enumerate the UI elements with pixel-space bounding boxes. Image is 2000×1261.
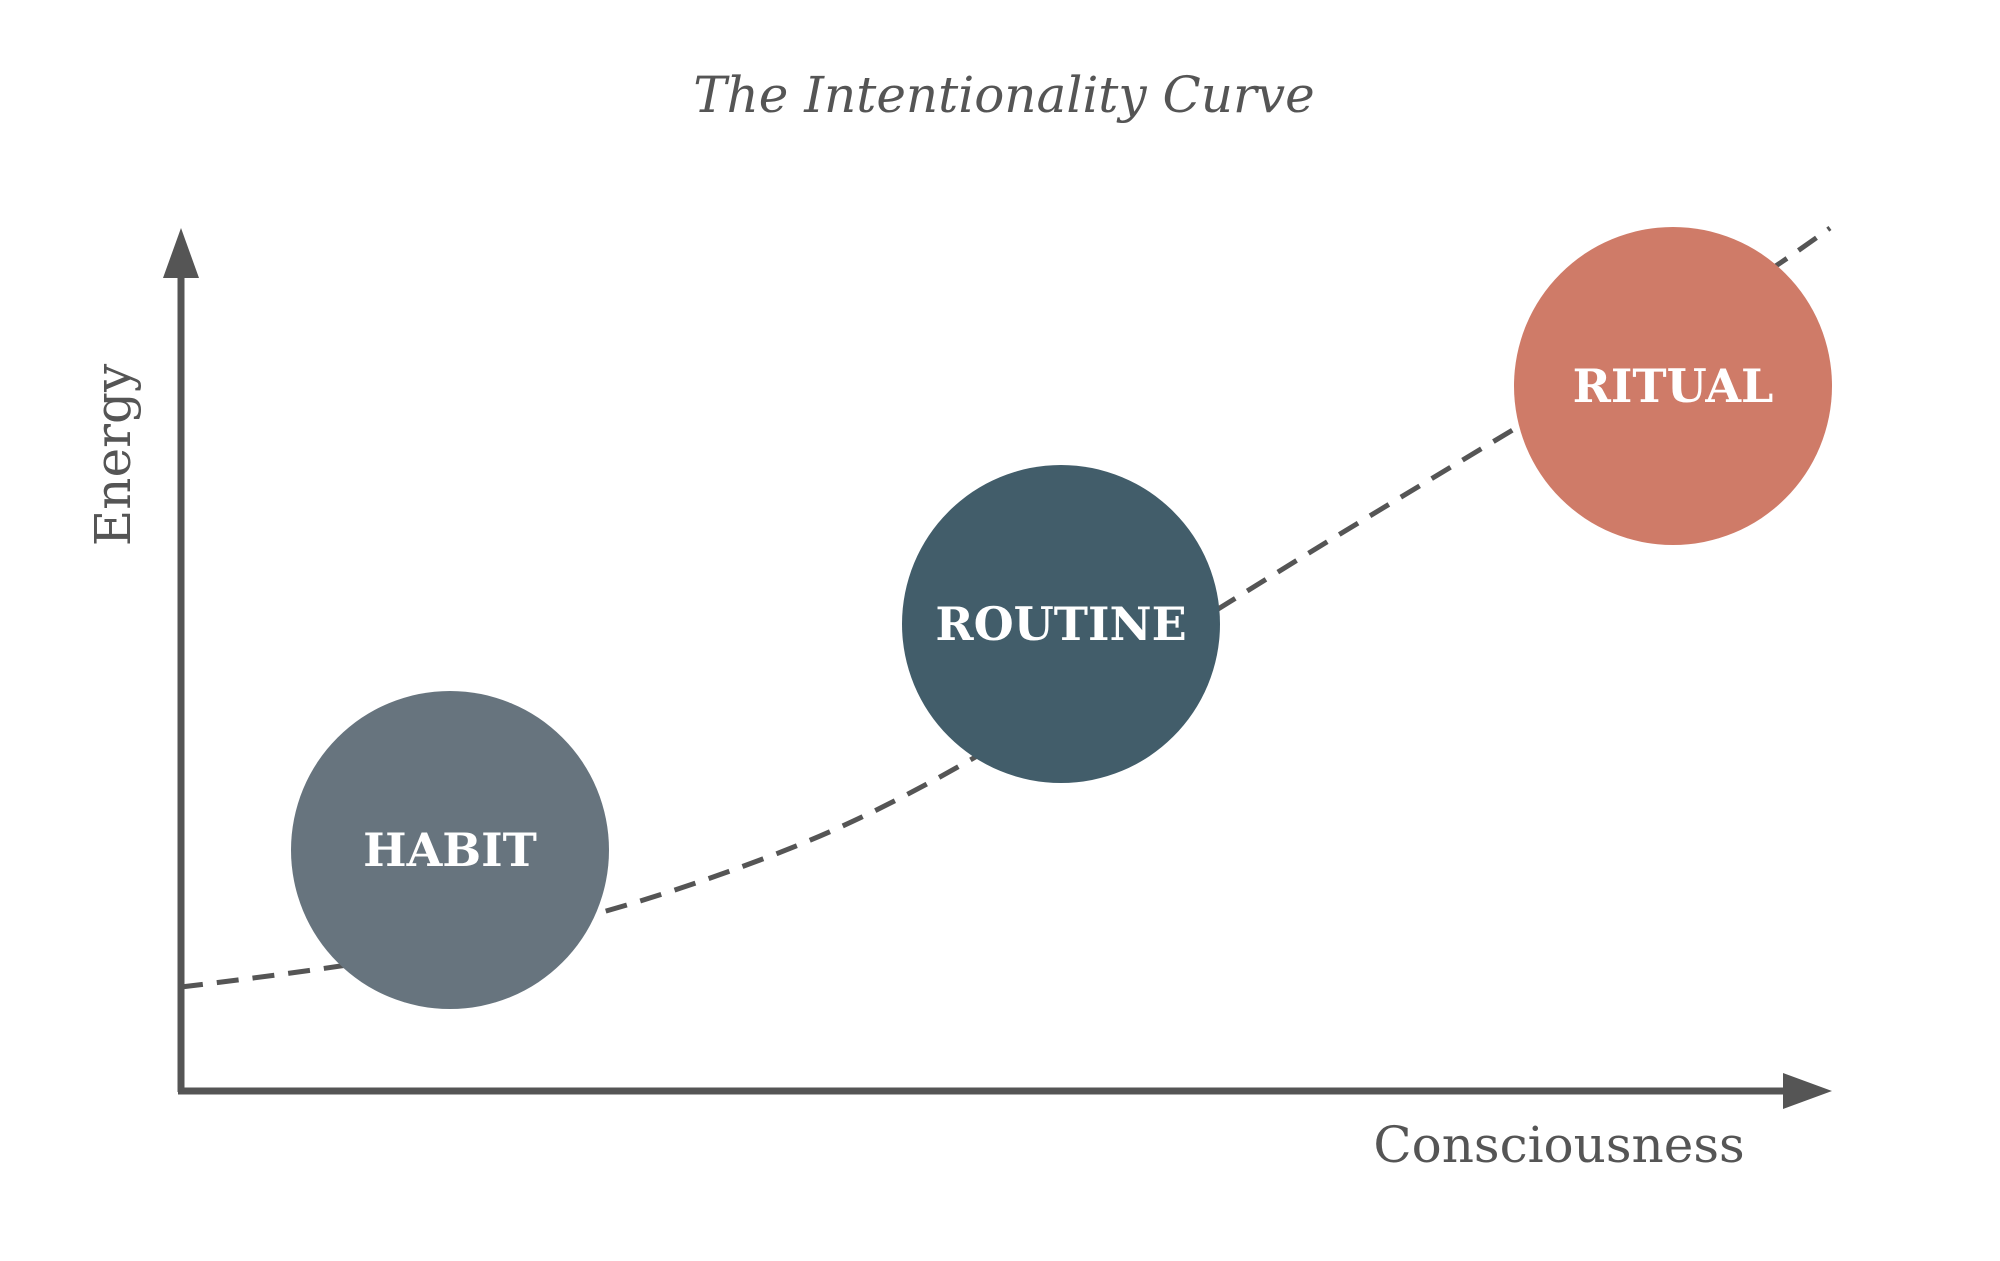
habit-circle (291, 691, 609, 1009)
ritual-circle (1514, 227, 1832, 545)
habit-label: HABIT (363, 823, 537, 877)
y-axis-label: Energy (84, 363, 142, 546)
routine-circle (902, 465, 1220, 783)
node-habit: HABIT (291, 691, 609, 1009)
diagram-title: The Intentionality Curve (693, 66, 1314, 124)
x-axis-arrow-icon (1783, 1073, 1832, 1109)
node-routine: ROUTINE (902, 465, 1220, 783)
routine-label: ROUTINE (935, 597, 1186, 651)
ritual-label: RITUAL (1573, 359, 1774, 413)
x-axis-label: Consciousness (1373, 1116, 1744, 1174)
y-axis-arrow-icon (163, 228, 199, 278)
node-ritual: RITUAL (1514, 227, 1832, 545)
